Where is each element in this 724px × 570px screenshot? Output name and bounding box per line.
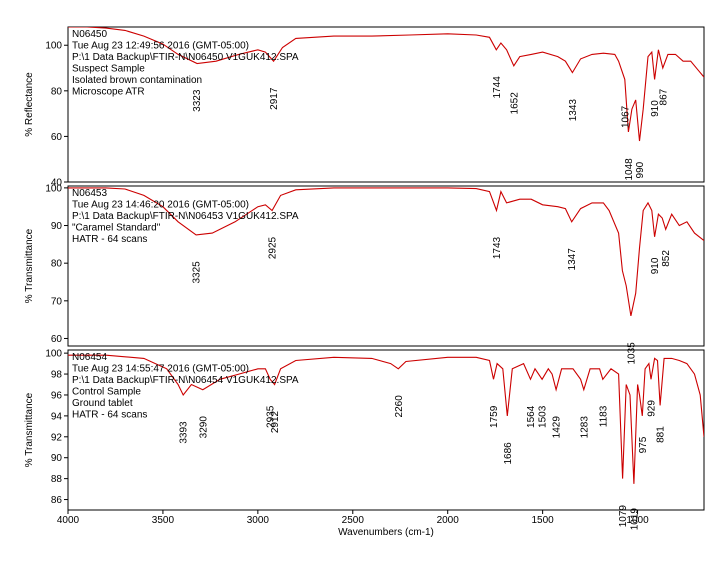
y-tick-label: 98 — [51, 370, 63, 381]
peak-label: 929 — [647, 400, 658, 417]
peak-label: 1347 — [567, 248, 578, 271]
y-axis-title: % Transmittance — [24, 228, 35, 303]
panel-N06454: 86 88 90 92 94 96 98 100 % Transmittance N06454Tu… — [24, 349, 704, 531]
panel-info-line: HATR - 64 scans — [72, 234, 147, 245]
y-tick-label: 96 — [51, 390, 63, 401]
panel-info-line: P:\1 Data Backup\FTIR-N\N06453 V1GUK412.… — [72, 211, 299, 222]
peak-label: 1283 — [579, 416, 590, 439]
peak-label: 910 — [650, 100, 661, 117]
x-tick-label: 1000 — [626, 515, 649, 526]
panel-info-line: Microscope ATR — [72, 87, 145, 98]
x-tick-label: 2500 — [342, 515, 365, 526]
y-tick-label: 90 — [51, 221, 63, 232]
y-tick-label: 40 — [51, 178, 63, 189]
y-tick-label: 60 — [51, 334, 63, 345]
peak-label: 3323 — [192, 89, 203, 112]
peak-label: 2260 — [394, 395, 405, 418]
peak-label: 1759 — [489, 405, 500, 428]
peak-label: 975 — [638, 436, 649, 453]
y-tick-label: 86 — [51, 495, 63, 506]
y-tick-label: 80 — [51, 259, 63, 270]
peak-label: 1686 — [503, 442, 514, 465]
peak-label: 881 — [656, 426, 667, 443]
peak-label: 1048 — [624, 158, 635, 181]
panel-frames — [67, 26, 705, 511]
peak-label: 1343 — [568, 99, 579, 122]
panel-info-line: Suspect Sample — [72, 64, 145, 75]
peak-label: 1743 — [492, 236, 503, 259]
peak-label: 2935 — [266, 405, 277, 428]
panel-info-line: P:\1 Data Backup\FTIR-N\N06454 V1GUK412.… — [72, 375, 299, 386]
y-tick-label: 60 — [51, 132, 63, 143]
panel-info-line: Isolated brown contamination — [72, 75, 202, 86]
peak-label: 2917 — [269, 87, 280, 110]
y-tick-label: 80 — [51, 86, 63, 97]
x-tick-label: 3500 — [152, 515, 175, 526]
y-tick-label: 100 — [45, 41, 62, 52]
panel-info-line: P:\1 Data Backup\FTIR-N\N06450 V1GUK412.… — [72, 52, 299, 63]
x-tick-label: 2000 — [437, 515, 460, 526]
x-tick-label: 1500 — [532, 515, 555, 526]
peak-label: 1503 — [538, 405, 549, 428]
peak-label: 1652 — [509, 92, 520, 115]
panel-info-line: HATR - 64 scans — [72, 410, 147, 421]
peak-label: 1744 — [492, 76, 503, 99]
peak-label: 1183 — [598, 405, 609, 427]
spectrum-line-N06453 — [68, 187, 704, 317]
peak-label: 1564 — [526, 405, 537, 428]
y-tick-label: 100 — [45, 349, 62, 360]
peak-label: 3325 — [192, 261, 203, 284]
peak-label: 1019 — [629, 508, 640, 531]
x-axis-title: Wavenumbers (cm-1) — [338, 527, 434, 538]
spectrum-line-N06454 — [68, 354, 704, 484]
peak-label: 910 — [650, 257, 661, 274]
panel-info-line: "Caramel Standard" — [72, 223, 161, 234]
y-tick-label: 92 — [51, 432, 63, 443]
peak-label: 1429 — [552, 416, 563, 439]
panel-info-line: Tue Aug 23 14:55:47 2016 (GMT-05:00) — [72, 364, 249, 375]
panel-info-line: Tue Aug 23 14:46:20 2016 (GMT-05:00) — [72, 200, 249, 211]
y-tick-label: 90 — [51, 453, 63, 464]
y-tick-label: 100 — [45, 183, 62, 194]
y-tick-label: 88 — [51, 474, 63, 485]
y-tick-label: 70 — [51, 296, 63, 307]
peak-label: 852 — [661, 250, 672, 267]
peak-label: 1067 — [620, 105, 631, 128]
spectrum-line-N06450 — [68, 27, 704, 142]
peak-label: 1035 — [626, 342, 637, 365]
x-tick-label: 3000 — [247, 515, 270, 526]
panel-info-line: Tue Aug 23 12:49:56 2016 (GMT-05:00) — [72, 41, 249, 52]
panel-id-label: N06450 — [72, 29, 107, 40]
panel-frame-N06450 — [67, 26, 705, 183]
peak-label: 3290 — [198, 416, 209, 439]
panel-info-line: Ground tablet — [72, 398, 133, 409]
peak-label: 3393 — [179, 421, 190, 444]
panel-id-label: N06453 — [72, 188, 107, 199]
peak-label: 2925 — [268, 236, 279, 259]
peak-label: 990 — [635, 161, 646, 178]
peak-label: 867 — [658, 88, 669, 105]
x-tick-label: 4000 — [57, 515, 80, 526]
panel-frame-N06453 — [67, 185, 705, 347]
y-axis-title: % Reflectance — [24, 72, 35, 137]
peak-label: 1079 — [618, 505, 629, 528]
panel-info-line: Control Sample — [72, 387, 141, 398]
panel-frame-N06454 — [67, 349, 705, 511]
y-tick-label: 94 — [51, 411, 63, 422]
panel-id-label: N06454 — [72, 352, 107, 363]
x-axis: Wavenumbers (cm-1) 4000 3500 3000 2500 2000 1… — [57, 510, 649, 538]
peak-label: 2912 — [270, 410, 281, 433]
y-axis-title: % Transmittance — [24, 392, 35, 467]
